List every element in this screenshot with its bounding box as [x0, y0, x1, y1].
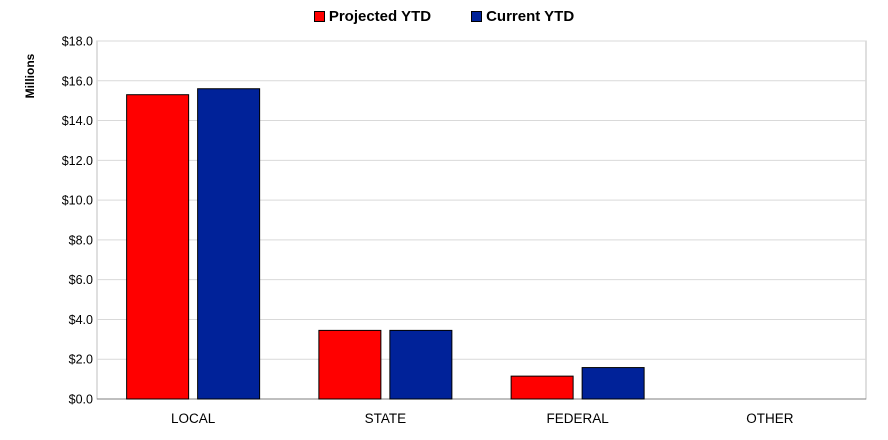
- legend-item-projected: Projected YTD: [313, 7, 432, 25]
- legend-label-projected: Projected YTD: [328, 7, 432, 25]
- bar-current-ytd-federal: [581, 367, 645, 400]
- y-tick-label: $8.0: [69, 233, 93, 247]
- y-tick-label: $4.0: [69, 313, 93, 327]
- y-tick-label: $2.0: [69, 353, 93, 367]
- y-tick-label: $12.0: [62, 154, 93, 168]
- bar-projected-ytd-federal: [510, 375, 574, 400]
- y-tick-label: $10.0: [62, 194, 93, 208]
- x-tick-label: FEDERAL: [546, 411, 609, 426]
- legend-swatch-current: [471, 10, 483, 22]
- legend-item-current: Current YTD: [471, 8, 574, 25]
- bar-current-ytd-local: [197, 88, 261, 400]
- bar-projected-ytd-local: [126, 94, 190, 400]
- bar-projected-ytd-state: [318, 329, 382, 400]
- y-tick-label: $14.0: [62, 114, 93, 128]
- y-tick-label: $6.0: [69, 273, 93, 287]
- x-tick-label: OTHER: [746, 411, 794, 426]
- chart-legend: Projected YTD Current YTD: [0, 4, 888, 28]
- x-tick-label: STATE: [365, 411, 407, 426]
- y-tick-label: $16.0: [62, 74, 93, 88]
- x-tick-label: LOCAL: [171, 411, 216, 426]
- bar-current-ytd-state: [389, 329, 453, 400]
- y-tick-label: $0.0: [69, 393, 93, 407]
- y-tick-label: $18.0: [62, 35, 93, 49]
- legend-label-current: Current YTD: [486, 7, 575, 25]
- legend-swatch-projected: [313, 10, 325, 22]
